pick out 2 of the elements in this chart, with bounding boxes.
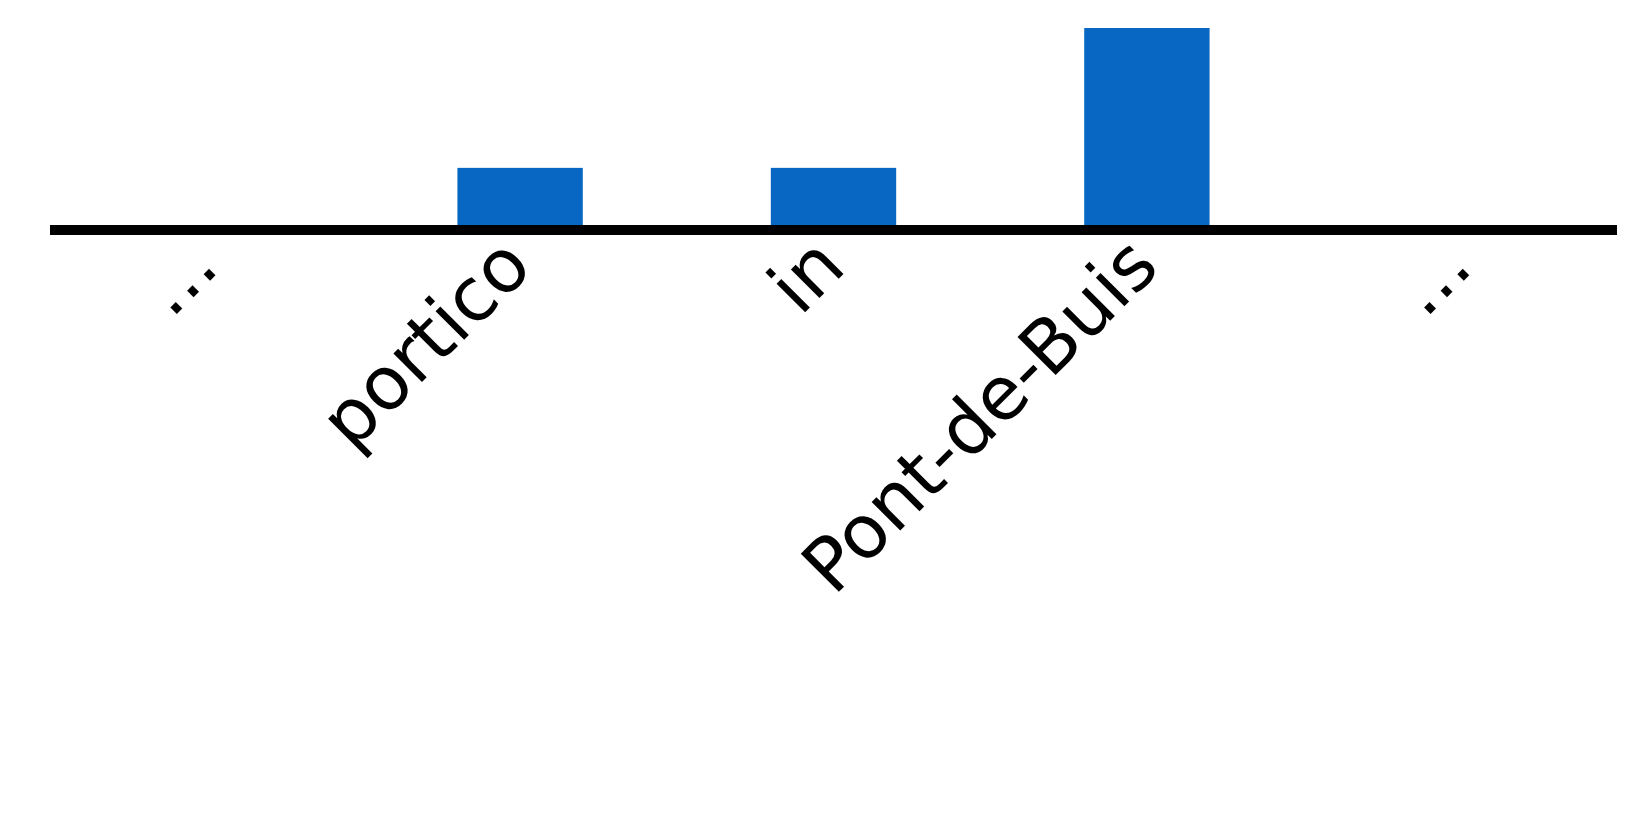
x-tick-label: ... (122, 220, 234, 332)
x-tick-label: ... (1376, 220, 1487, 332)
